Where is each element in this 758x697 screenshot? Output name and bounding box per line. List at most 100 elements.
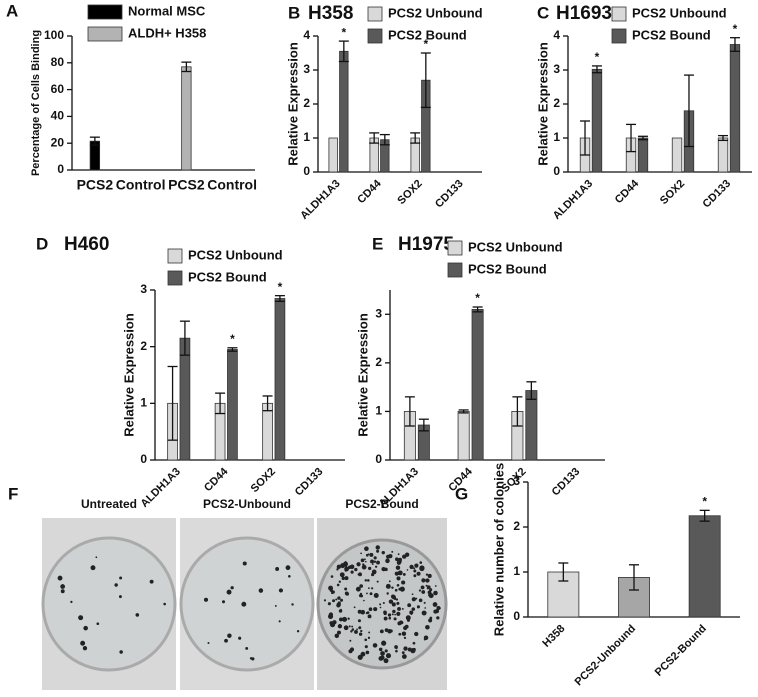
colony bbox=[384, 649, 388, 653]
image-label: Untreated bbox=[81, 497, 137, 511]
colony bbox=[389, 629, 393, 633]
colony bbox=[364, 558, 366, 561]
colony bbox=[354, 567, 358, 572]
colony bbox=[365, 650, 370, 655]
colony bbox=[356, 562, 361, 567]
colony bbox=[427, 573, 432, 578]
bar bbox=[525, 390, 538, 461]
colony bbox=[114, 583, 118, 587]
colony bbox=[415, 563, 418, 567]
colony bbox=[368, 566, 372, 571]
colony bbox=[405, 615, 411, 621]
colony bbox=[338, 609, 343, 613]
colony bbox=[80, 640, 86, 646]
y-tick-label: 4 bbox=[303, 28, 310, 42]
colony bbox=[423, 601, 426, 604]
colony bbox=[379, 606, 382, 609]
colony bbox=[358, 572, 362, 577]
colony bbox=[83, 625, 88, 631]
legend-swatch bbox=[87, 4, 123, 20]
y-tick-label: 1 bbox=[140, 396, 147, 410]
colony bbox=[421, 590, 426, 594]
bar bbox=[181, 66, 192, 171]
y-tick-label: 2 bbox=[303, 96, 310, 110]
x-tick-label: H358 bbox=[540, 623, 567, 650]
colony bbox=[379, 629, 384, 634]
panel-letter: B bbox=[288, 3, 300, 22]
y-tick-label: 0 bbox=[513, 609, 520, 623]
y-tick-label: 60 bbox=[51, 82, 65, 96]
colony bbox=[350, 570, 354, 574]
panel-letter: A bbox=[6, 1, 18, 20]
colony bbox=[274, 604, 277, 607]
colony bbox=[397, 612, 399, 614]
colony bbox=[411, 597, 416, 602]
colony bbox=[337, 630, 341, 635]
colony bbox=[230, 586, 234, 590]
colony bbox=[348, 649, 353, 654]
colony bbox=[203, 597, 209, 602]
colony bbox=[398, 632, 402, 636]
y-tick-label: 0 bbox=[553, 164, 560, 178]
colony bbox=[395, 598, 399, 601]
colony bbox=[373, 607, 378, 612]
colony bbox=[414, 631, 419, 637]
y-tick-label: 3 bbox=[375, 306, 382, 320]
colony bbox=[355, 586, 361, 592]
x-tick-label: Control bbox=[207, 177, 257, 193]
colony bbox=[363, 599, 365, 602]
colony bbox=[350, 630, 353, 633]
significance: * bbox=[278, 280, 283, 294]
y-tick-label: 2 bbox=[553, 96, 560, 110]
colony bbox=[340, 563, 346, 569]
significance: * bbox=[341, 25, 346, 39]
colony bbox=[371, 563, 374, 565]
x-tick-label: ALDH1A3 bbox=[139, 466, 183, 510]
legend-swatch bbox=[167, 248, 183, 264]
colony bbox=[383, 658, 389, 664]
y-tick-label: 100 bbox=[44, 28, 64, 42]
colony bbox=[330, 591, 334, 595]
colony bbox=[118, 595, 122, 599]
colony bbox=[70, 600, 73, 604]
colony bbox=[403, 636, 407, 639]
x-tick-label: CD133 bbox=[433, 178, 466, 211]
colony bbox=[381, 640, 387, 646]
colony bbox=[401, 654, 407, 659]
legend-label: PCS2 Unbound bbox=[188, 247, 283, 262]
bar bbox=[688, 515, 721, 618]
colony bbox=[404, 552, 410, 557]
x-tick-label: SOX2 bbox=[249, 466, 278, 495]
colony bbox=[362, 563, 365, 566]
y-tick-label: 0 bbox=[303, 164, 310, 178]
legend-label: Normal MSC bbox=[128, 3, 206, 18]
colony bbox=[394, 571, 399, 576]
colony bbox=[401, 631, 407, 636]
legend-swatch bbox=[611, 6, 627, 22]
colony bbox=[368, 587, 370, 590]
colony bbox=[337, 601, 341, 605]
colony bbox=[401, 580, 406, 585]
colony bbox=[396, 601, 400, 605]
colony bbox=[419, 561, 423, 564]
colony bbox=[163, 602, 166, 606]
legend-swatch bbox=[367, 6, 383, 22]
colony bbox=[344, 564, 348, 568]
colony bbox=[342, 616, 348, 622]
colony bbox=[418, 598, 423, 603]
colony bbox=[401, 607, 404, 610]
colony bbox=[95, 556, 98, 559]
colony bbox=[78, 615, 84, 621]
colony bbox=[429, 588, 433, 592]
y-tick-label: 1 bbox=[375, 404, 382, 418]
bar bbox=[729, 44, 741, 173]
colony bbox=[224, 638, 228, 643]
bar bbox=[471, 309, 484, 461]
panel-letter: G bbox=[455, 484, 468, 503]
colony bbox=[351, 628, 355, 631]
colony bbox=[432, 602, 438, 607]
colony bbox=[400, 621, 404, 625]
colony bbox=[327, 602, 331, 606]
colony bbox=[378, 656, 384, 661]
colony bbox=[364, 546, 369, 552]
